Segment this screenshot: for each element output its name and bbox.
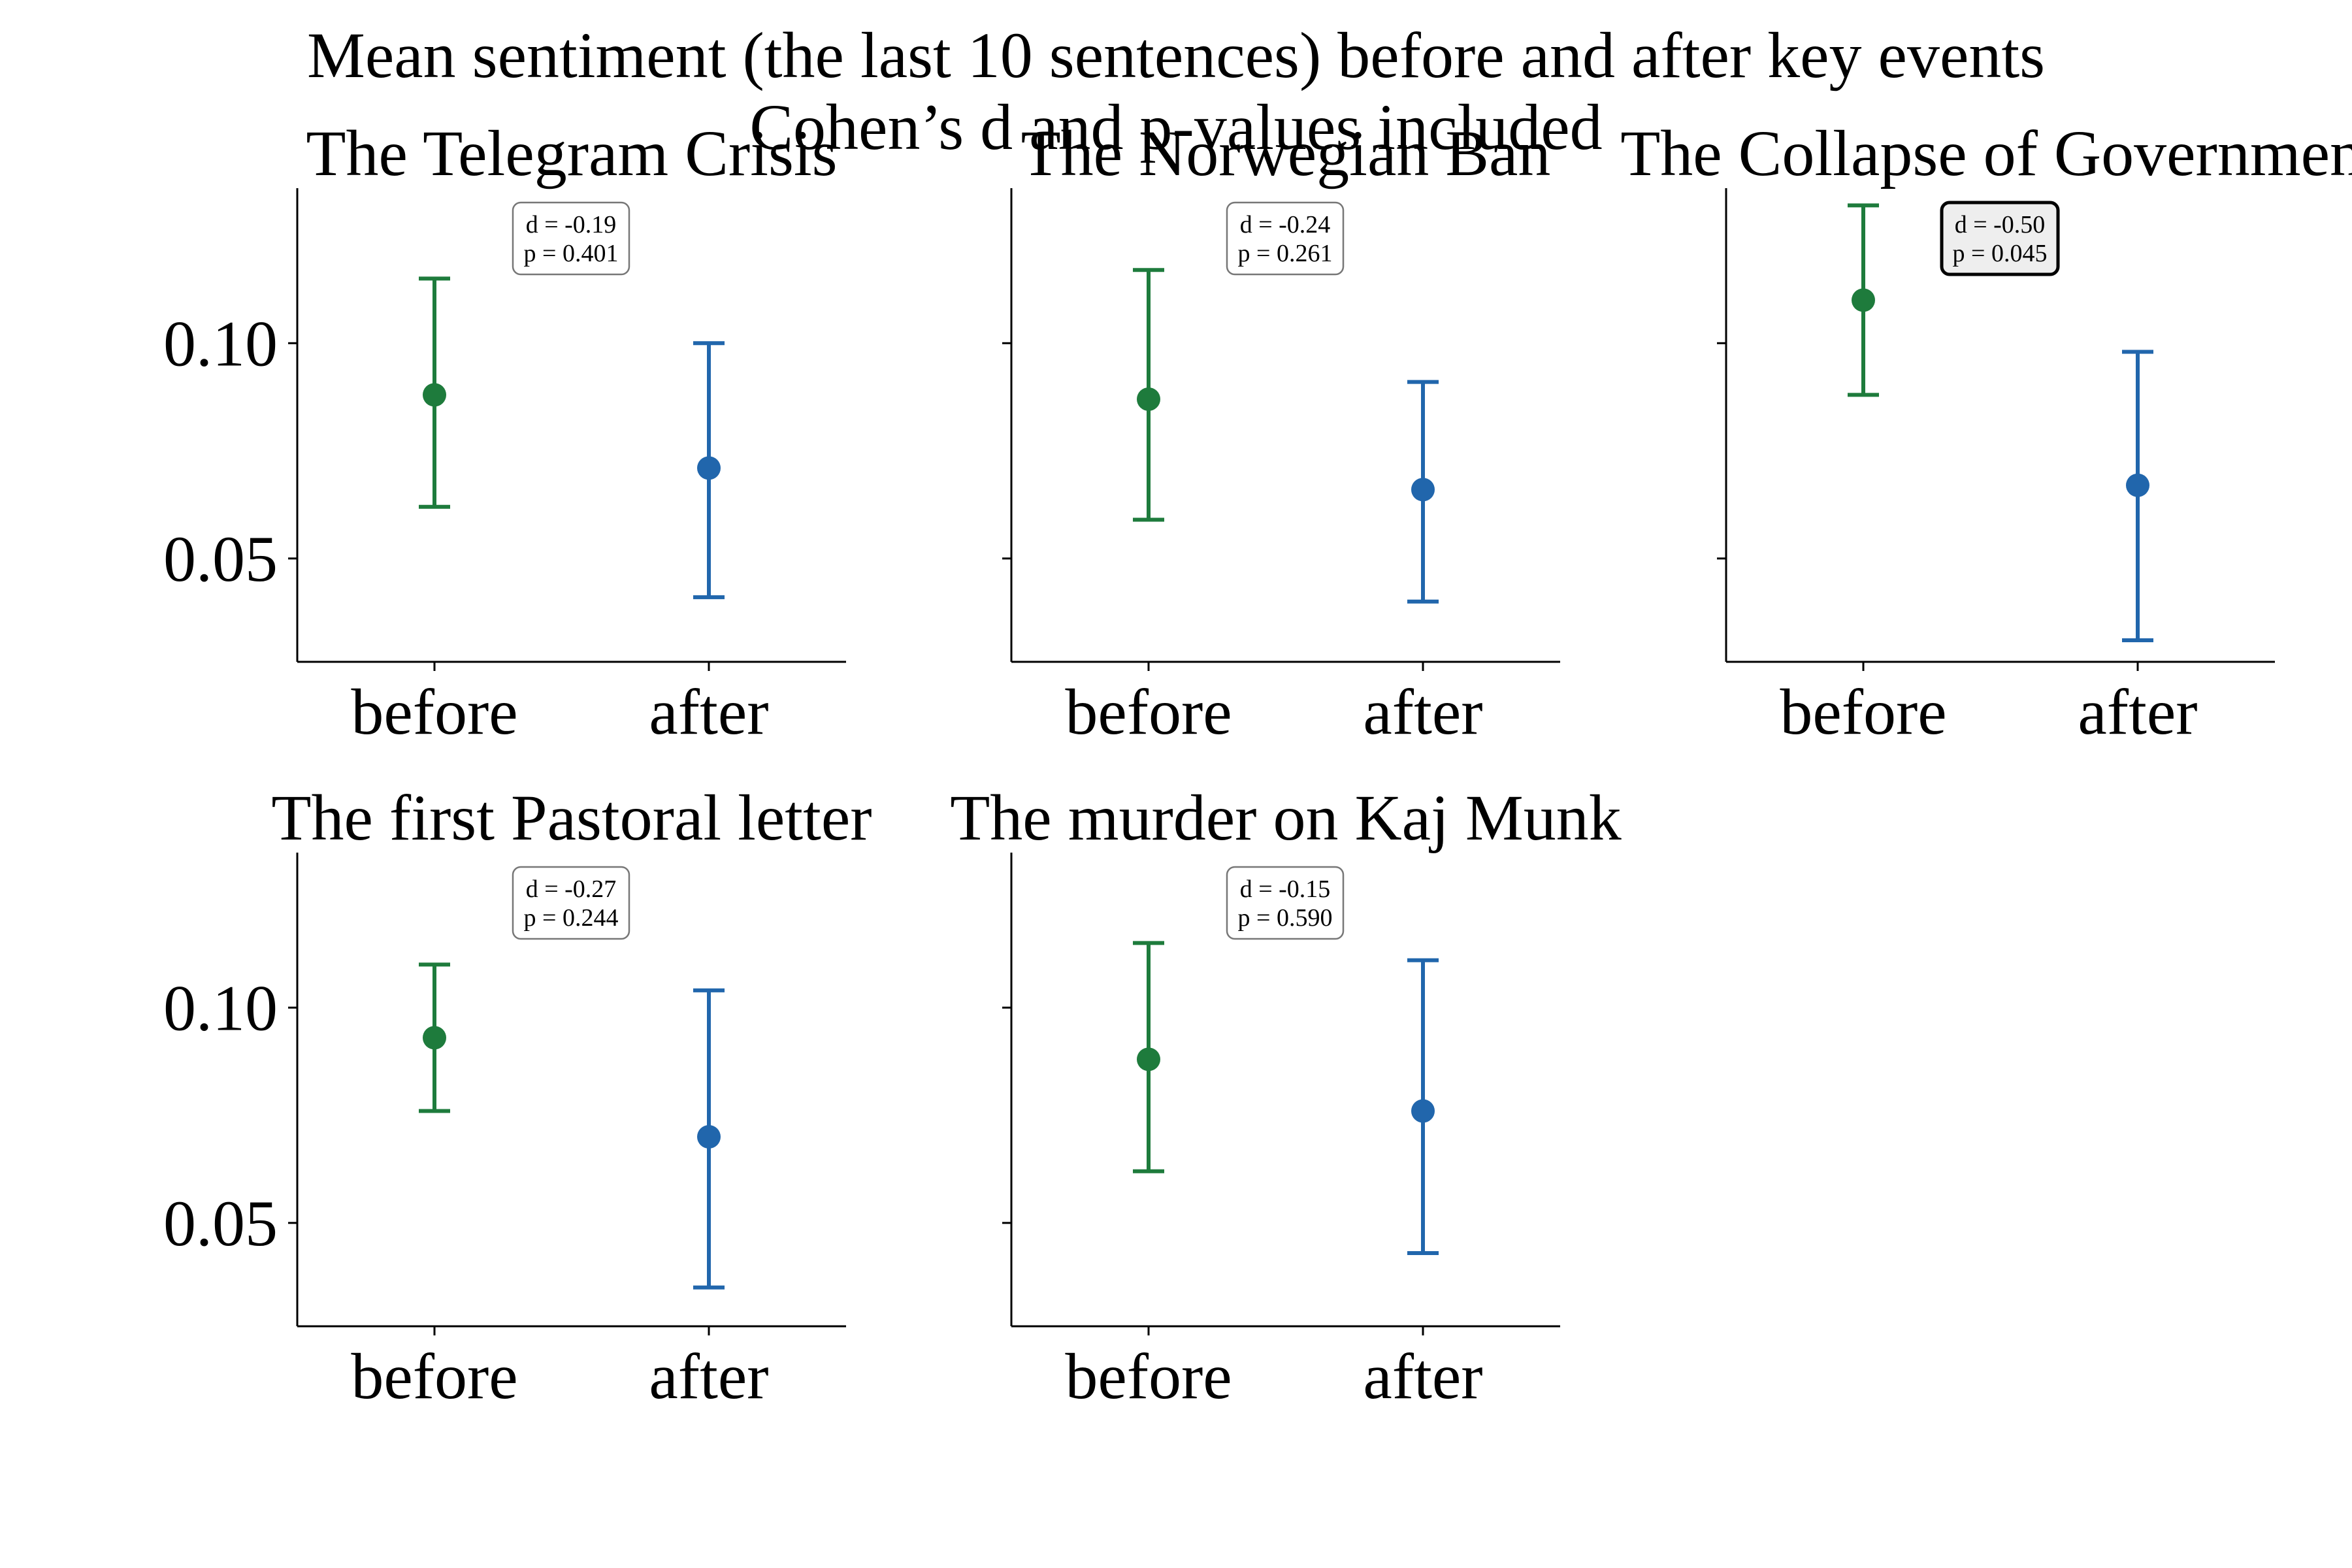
mean-point-before	[1852, 288, 1875, 312]
y-tick-label: 0.10	[163, 307, 278, 380]
mean-point-before	[423, 383, 446, 407]
mean-point-after	[2126, 473, 2149, 497]
panels: The Telegram Crisis 0.10 0.05 before after d …	[163, 117, 2352, 1413]
stats-annotation-box	[512, 866, 630, 940]
stats-annotation-box	[1940, 201, 2060, 276]
y-tick-label: 0.10	[163, 972, 278, 1044]
p-value-label: p = 0.590	[1238, 904, 1333, 932]
x-tick-label: after	[2078, 676, 2197, 748]
cohens-d-label: d = -0.24	[1240, 211, 1331, 238]
mean-point-after	[1411, 1099, 1435, 1123]
subplot-4: The first Pastoral letter 0.10 0.05 before a…	[163, 781, 872, 1413]
x-tick-label: after	[649, 1340, 768, 1413]
x-tick-label: before	[1065, 1340, 1232, 1413]
x-tick-label: after	[1363, 676, 1482, 748]
mean-point-after	[697, 456, 721, 480]
figure-subtitle: Cohen’s d and p-values included	[749, 91, 1602, 163]
p-value-label: p = 0.244	[524, 904, 619, 932]
x-tick-label: after	[1363, 1340, 1482, 1413]
mean-point-after	[1411, 478, 1435, 502]
subplot-title: The Collapse of Government	[1620, 117, 2352, 189]
mean-point-before	[1137, 387, 1160, 411]
cohens-d-label: d = -0.27	[526, 875, 617, 903]
mean-point-before	[1137, 1047, 1160, 1071]
stats-annotation-box	[512, 201, 630, 276]
y-tick-label: 0.05	[163, 523, 278, 595]
x-tick-label: before	[1780, 676, 1946, 748]
x-tick-label: before	[351, 676, 517, 748]
subplot-5: The murder on Kaj Munk before after d = -0.…	[950, 781, 1622, 1413]
stats-annotation-box	[1226, 201, 1345, 276]
mean-point-after	[697, 1125, 721, 1149]
x-tick-label: before	[1065, 676, 1232, 748]
p-value-label: p = 0.401	[524, 240, 619, 267]
cohens-d-label: d = -0.19	[526, 211, 617, 238]
stats-annotation-box	[1226, 866, 1345, 940]
cohens-d-label: d = -0.15	[1240, 875, 1331, 903]
y-tick-label: 0.05	[163, 1187, 278, 1260]
subplot-3: The Collapse of Government before after d =…	[1620, 117, 2352, 748]
subplot-2: The Norwegian Ban before after d = -0.24p =…	[1002, 117, 1560, 748]
p-value-label: p = 0.045	[1953, 240, 2048, 267]
x-tick-label: after	[649, 676, 768, 748]
subplot-title: The murder on Kaj Munk	[950, 781, 1622, 854]
subplot-title: The first Pastoral letter	[271, 781, 872, 854]
mean-point-before	[423, 1026, 446, 1050]
subplot-title: The Telegram Crisis	[306, 117, 837, 189]
figure-title: Mean sentiment (the last 10 sentences) b…	[307, 19, 2045, 91]
p-value-label: p = 0.261	[1238, 240, 1333, 267]
x-tick-label: before	[351, 1340, 517, 1413]
cohens-d-label: d = -0.50	[1955, 211, 2046, 238]
subplot-1: The Telegram Crisis 0.10 0.05 before after d …	[163, 117, 846, 748]
subplot-title: The Norwegian Ban	[1021, 117, 1551, 189]
